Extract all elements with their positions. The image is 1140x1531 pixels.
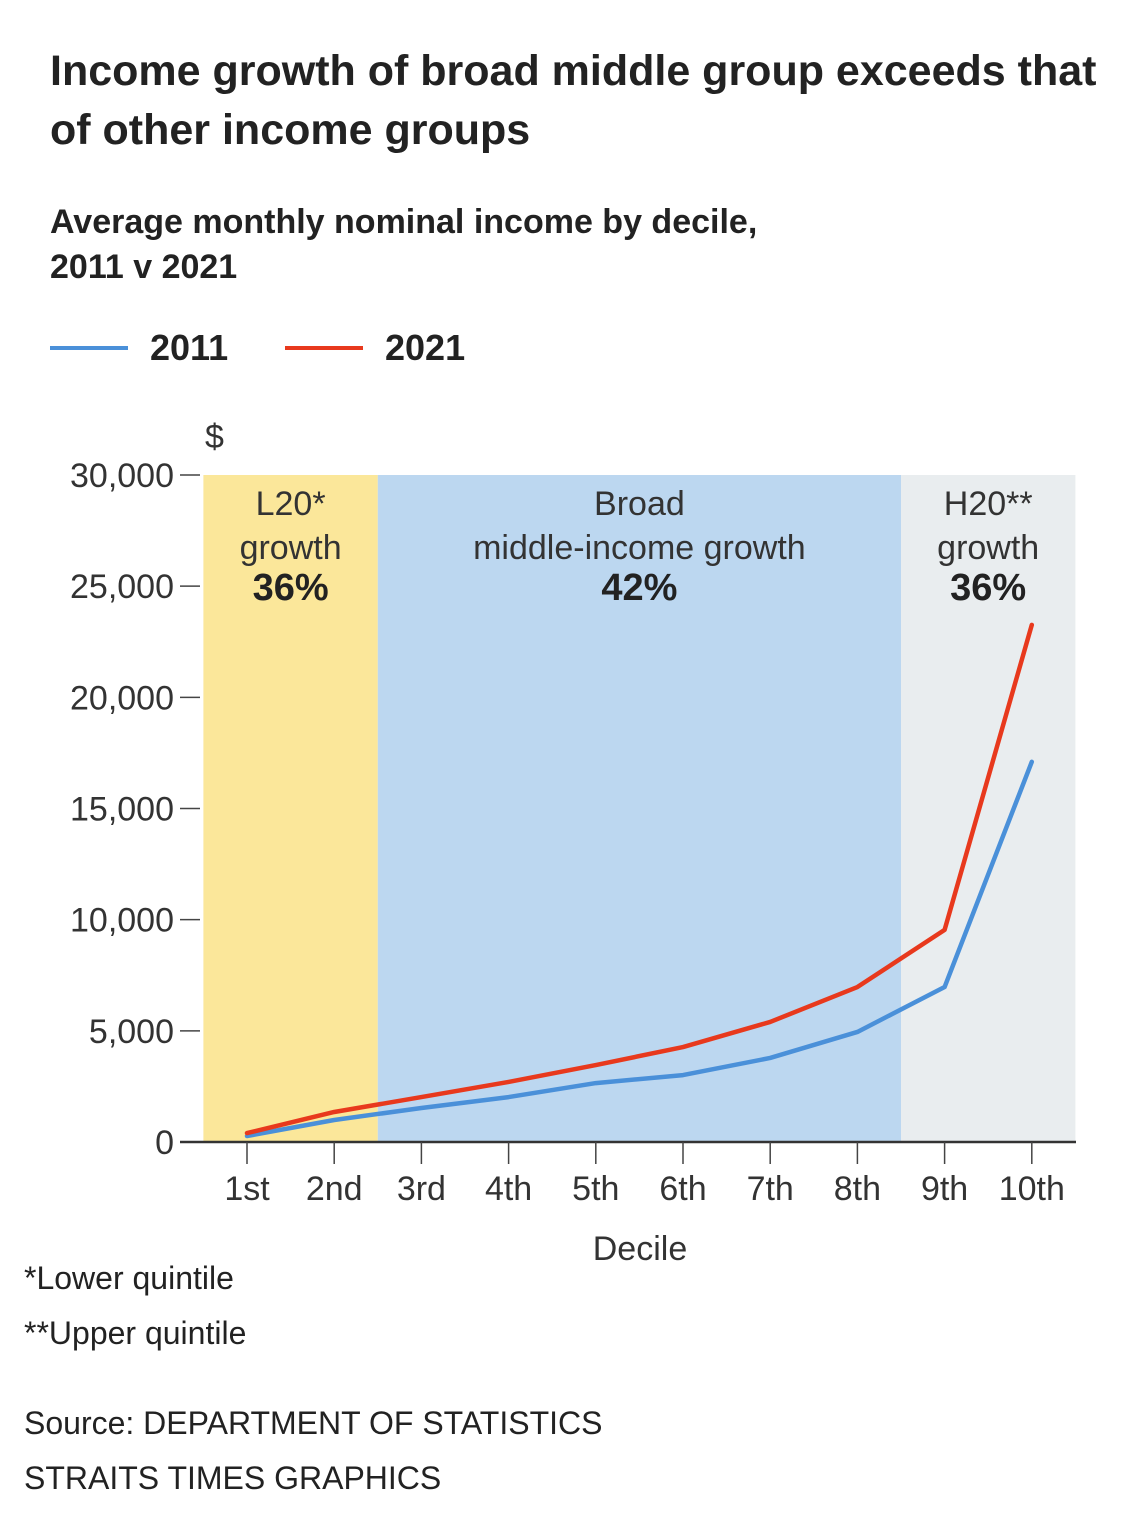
x-tick-label: 1st [224, 1170, 270, 1208]
footnote-upper: **Upper quintile [24, 1315, 247, 1351]
y-axis-unit: $ [205, 418, 224, 456]
band-2 [901, 475, 1076, 1142]
y-tick-label: 10,000 [70, 902, 174, 940]
series-line-2021 [244, 622, 1035, 1136]
subtitle-line-2: 2011 v 2021 [50, 248, 238, 286]
y-tick-label: 30,000 [70, 457, 174, 495]
x-tick-label: 10th [999, 1170, 1065, 1208]
legend-swatch-2021 [285, 346, 363, 350]
y-tick-label: 25,000 [70, 568, 174, 606]
y-tick-label: 0 [155, 1124, 174, 1162]
x-tick-label: 9th [921, 1170, 968, 1208]
band-label-0: L20* [256, 485, 326, 523]
legend-item-2021: 2021 [285, 325, 465, 371]
x-tick-label: 3rd [397, 1170, 446, 1208]
chart-title: Income growth of broad middle group exce… [50, 47, 1097, 154]
legend-label-2011: 2011 [150, 327, 229, 368]
x-tick-label: 8th [834, 1170, 881, 1208]
band-label-1: Broad [594, 485, 685, 523]
source: Source: DEPARTMENT OF STATISTICS [24, 1405, 603, 1441]
legend-label-2021: 2021 [385, 327, 466, 368]
band-value-0: 36% [253, 567, 329, 609]
band-label-2: growth [937, 529, 1039, 567]
y-tick-label: 20,000 [70, 679, 174, 717]
chart-subtitle: Average monthly nominal income by decile… [50, 200, 850, 290]
band-value-1: 42% [601, 567, 677, 609]
footnote-lower: *Lower quintile [24, 1260, 234, 1296]
x-tick-label: 2nd [306, 1170, 363, 1208]
subtitle-line-1: Average monthly nominal income by decile… [50, 203, 758, 241]
series-line-2011 [244, 759, 1035, 1139]
x-axis-label: Decile [593, 1230, 687, 1268]
x-tick-label: 6th [659, 1170, 706, 1208]
band-label-1: middle-income growth [473, 529, 806, 567]
band-label-0: growth [240, 529, 342, 567]
band-value-2: 36% [950, 567, 1026, 609]
band-1 [377, 475, 901, 1142]
legend-swatch-2011 [50, 346, 128, 350]
x-tick-label: 5th [572, 1170, 619, 1208]
y-tick-label: 5,000 [89, 1013, 174, 1051]
band-label-2: H20** [944, 485, 1033, 523]
x-tick-label: 4th [485, 1170, 532, 1208]
legend-item-2011: 2011 [50, 325, 228, 371]
y-tick-label: 15,000 [70, 791, 174, 829]
x-tick-label: 7th [747, 1170, 794, 1208]
band-0 [203, 475, 378, 1142]
credit: STRAITS TIMES GRAPHICS [24, 1460, 442, 1496]
